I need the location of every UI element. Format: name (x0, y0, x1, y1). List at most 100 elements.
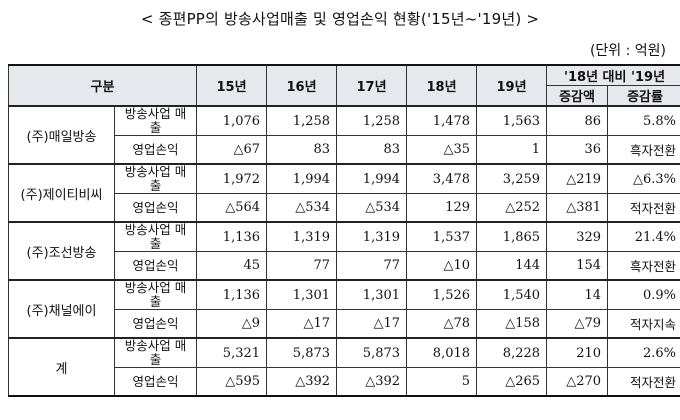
year-value-cell: △10 (406, 251, 478, 281)
year-value-cell: 5,321 (196, 337, 268, 368)
header-change-rate: 증감률 (607, 85, 680, 107)
year-value-cell: 1,537 (406, 221, 478, 252)
table-row: 영업손익 45 77 77 △10 144 154 흑자전환 (9, 251, 680, 281)
page-title: < 종편PP의 방송사업매출 및 영업손익 현황('15년~'19년) > (140, 10, 540, 28)
change-rate-cell: 흑자전환 (607, 135, 680, 165)
year-value-cell: △392 (266, 367, 338, 397)
change-rate-cell: △6.3% (607, 163, 680, 194)
year-value-cell: 5,873 (266, 337, 338, 368)
year-value-cell: 1,136 (196, 221, 268, 252)
header-year: 15년 (196, 64, 268, 107)
company-name: (주)채널에이 (8, 279, 115, 339)
company-name: (주)조선방송 (8, 221, 115, 281)
year-value-cell: △534 (336, 193, 408, 223)
year-value-cell: △564 (196, 193, 268, 223)
table-row: 영업손익 △595 △392 △392 5 △265 △270 적자전환 (9, 367, 680, 397)
table-row: (주)조선방송 방송사업 매출 1,136 1,319 1,319 1,537 1,865 3… (8, 221, 680, 281)
revenue-table: 구분 15년 16년 17년 18년 19년 '18년 대비 '19년 증감액 … (7, 64, 680, 397)
year-value-cell: 1,319 (266, 221, 338, 252)
year-value-cell: 1,994 (336, 163, 408, 194)
unit-label: (단위 : 억원) (589, 43, 666, 59)
change-amount-cell: △270 (546, 367, 609, 397)
year-value-cell: △17 (336, 309, 408, 339)
year-value-cell: △392 (336, 367, 408, 397)
year-value-cell: 1,258 (336, 105, 408, 136)
year-value-cell: △252 (476, 193, 548, 223)
row-label-profit: 영업손익 (113, 251, 198, 281)
year-value-cell: 45 (196, 251, 268, 281)
table-header: 구분 15년 16년 17년 18년 19년 '18년 대비 '19년 증감액 … (7, 64, 680, 107)
header-year: 18년 (406, 64, 478, 107)
row-label-revenue: 방송사업 매출 (113, 105, 198, 136)
change-rate-cell: 21.4% (607, 221, 680, 252)
year-value-cell: 83 (336, 135, 408, 165)
year-value-cell: 3,259 (476, 163, 548, 194)
year-value-cell: 8,228 (476, 337, 548, 368)
year-value-cell: △17 (266, 309, 338, 339)
year-value-cell: 1,258 (266, 105, 338, 136)
row-label-revenue: 방송사업 매출 (113, 163, 198, 194)
change-rate-cell: 0.9% (607, 279, 680, 310)
year-value-cell: △78 (406, 309, 478, 339)
change-amount-cell: 154 (546, 251, 609, 281)
year-value-cell: △595 (196, 367, 268, 397)
change-rate-cell: 2.6% (607, 337, 680, 368)
table-row: (주)제이티비씨 방송사업 매출 1,972 1,994 1,994 3,478 3,259… (8, 163, 680, 223)
year-value-cell: 83 (266, 135, 338, 165)
year-value-cell: 1,301 (266, 279, 338, 310)
change-amount-cell: 329 (546, 221, 609, 252)
header-year: 17년 (336, 64, 408, 107)
year-value-cell: 1,994 (266, 163, 338, 194)
company-name: (주)매일방송 (8, 105, 115, 165)
year-value-cell: 5,873 (336, 337, 408, 368)
year-value-cell: 1 (476, 135, 548, 165)
year-value-cell: 1,865 (476, 221, 548, 252)
change-amount-cell: △219 (546, 163, 609, 194)
company-name: (주)제이티비씨 (8, 163, 115, 223)
change-rate-cell: 적자전환 (607, 193, 680, 223)
row-label-profit: 영업손익 (113, 309, 198, 339)
year-value-cell: 77 (266, 251, 338, 281)
row-label-revenue: 방송사업 매출 (113, 337, 198, 368)
change-amount-cell: 36 (546, 135, 609, 165)
year-value-cell: 1,540 (476, 279, 548, 310)
year-value-cell: 1,478 (406, 105, 478, 136)
header-year: 16년 (266, 64, 338, 107)
year-value-cell: 1,301 (336, 279, 408, 310)
change-amount-cell: 86 (546, 105, 609, 136)
change-rate-cell: 적자지속 (607, 309, 680, 339)
year-value-cell: △35 (406, 135, 478, 165)
company-name: 계 (8, 337, 115, 397)
table-row: 영업손익 △564 △534 △534 129 △252 △381 적자전환 (9, 193, 680, 223)
change-amount-cell: 14 (546, 279, 609, 310)
year-value-cell: 1,319 (336, 221, 408, 252)
row-label-profit: 영업손익 (113, 367, 198, 397)
year-value-cell: 144 (476, 251, 548, 281)
table-row: (주)매일방송 방송사업 매출 1,076 1,258 1,258 1,478 1,563 8… (8, 105, 680, 165)
table-body: (주)매일방송 방송사업 매출 1,076 1,258 1,258 1,478 1,563 8… (8, 105, 680, 397)
change-amount-cell: △381 (546, 193, 609, 223)
header-category: 구분 (7, 64, 198, 107)
header-change-amount: 증감액 (546, 85, 609, 107)
year-value-cell: △158 (476, 309, 548, 339)
year-value-cell: △9 (196, 309, 268, 339)
year-value-cell: △534 (266, 193, 338, 223)
year-value-cell: 1,526 (406, 279, 478, 310)
year-value-cell: △265 (476, 367, 548, 397)
change-rate-cell: 적자전환 (607, 367, 680, 397)
table-row: (주)채널에이 방송사업 매출 1,136 1,301 1,301 1,526 1,540 1… (8, 279, 680, 339)
row-label-profit: 영업손익 (113, 135, 198, 165)
header-compare: '18년 대비 '19년 (546, 64, 680, 86)
change-amount-cell: 210 (546, 337, 609, 368)
change-rate-cell: 흑자전환 (607, 251, 680, 281)
change-rate-cell: 5.8% (607, 105, 680, 136)
year-value-cell: 1,076 (196, 105, 268, 136)
year-value-cell: 8,018 (406, 337, 478, 368)
table-row: 영업손익 △67 83 83 △35 1 36 흑자전환 (9, 135, 680, 165)
year-value-cell: 77 (336, 251, 408, 281)
row-label-revenue: 방송사업 매출 (113, 279, 198, 310)
year-value-cell: 129 (406, 193, 478, 223)
year-value-cell: △67 (196, 135, 268, 165)
header-year: 19년 (476, 64, 548, 107)
row-label-revenue: 방송사업 매출 (113, 221, 198, 252)
